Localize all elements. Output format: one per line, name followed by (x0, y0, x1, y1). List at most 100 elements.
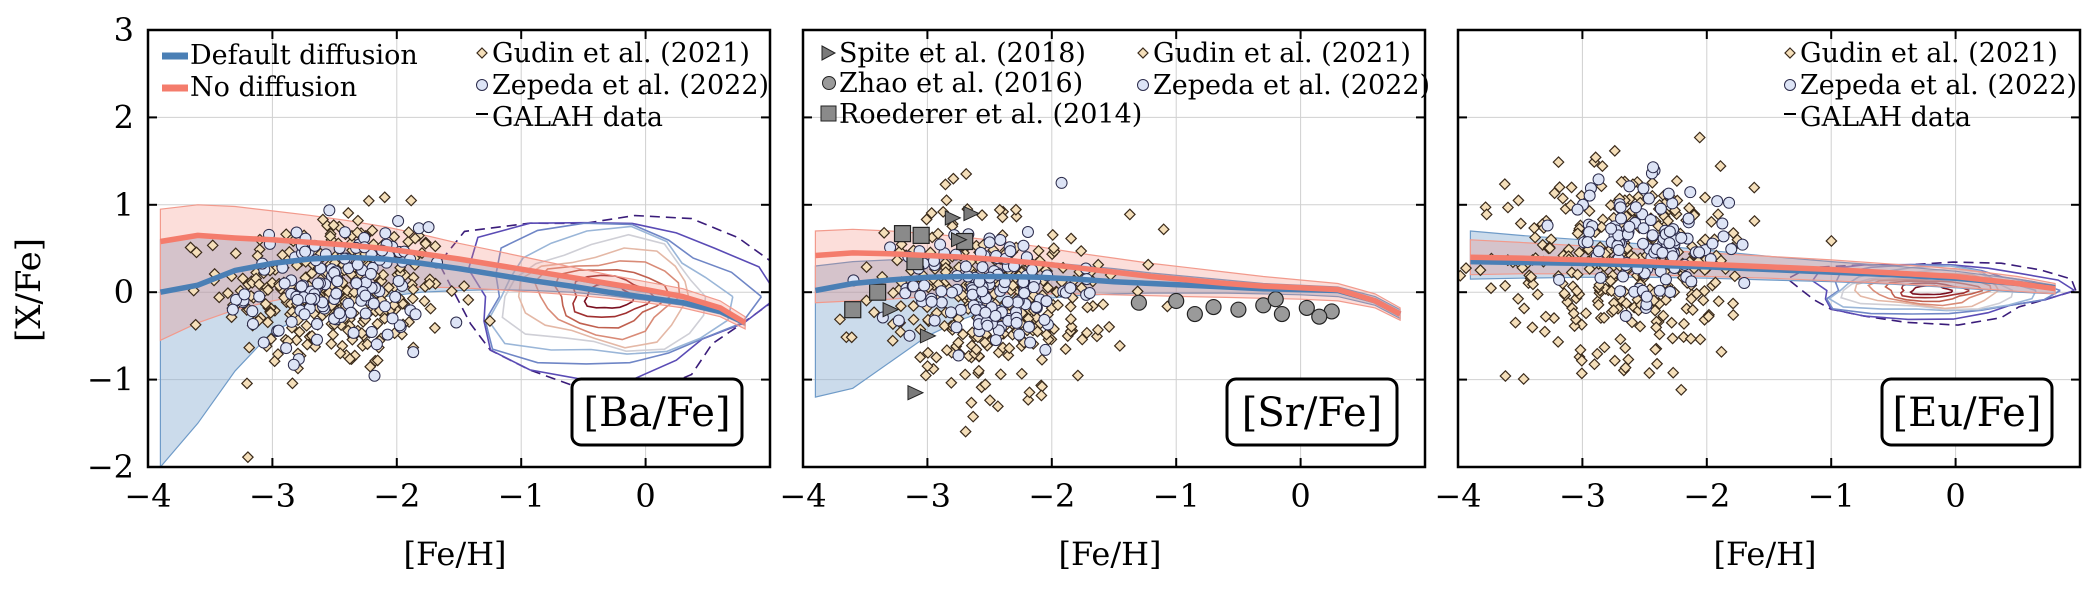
roederer-star (869, 283, 887, 301)
zepeda-star (934, 238, 947, 251)
gudin-star (1041, 281, 1054, 294)
zepeda-star (381, 328, 394, 341)
gudin-star (1596, 160, 1609, 173)
gudin-star (1514, 217, 1527, 230)
gudin-star (1065, 232, 1078, 245)
zepeda-star (1623, 220, 1636, 233)
gudin-star (1064, 300, 1077, 313)
zepeda-star (422, 221, 435, 234)
zepeda-star (246, 305, 259, 318)
gudin-star (1659, 293, 1672, 306)
gudin-star (956, 328, 969, 341)
gudin-star (428, 321, 441, 334)
gudin-star (914, 351, 927, 364)
gudin-star (206, 239, 219, 252)
legend-label: Roederer et al. (2014) (839, 99, 1142, 130)
x-tick-label: −3 (249, 477, 296, 515)
panel-label-box (570, 377, 744, 447)
zepeda-star (1647, 161, 1660, 174)
gudin-star (1065, 320, 1078, 333)
x-tick-label: −1 (498, 477, 545, 515)
gudin-star (419, 237, 432, 250)
gudin-star (1051, 299, 1064, 312)
gudin-star (1570, 284, 1583, 298)
zepeda-star (1637, 182, 1650, 195)
zhao-star (1130, 294, 1147, 311)
zepeda-star (989, 334, 1002, 347)
zepeda-star (304, 292, 317, 305)
gudin-star (103, 268, 113, 278)
zepeda-star (935, 285, 948, 298)
zepeda-star (392, 275, 405, 288)
gudin-star (1071, 369, 1084, 382)
gudin-star (1142, 258, 1155, 271)
gudin-star (860, 261, 873, 274)
gudin-star (833, 313, 846, 326)
gudin-star (1046, 228, 1059, 241)
y-tick-label: 1 (114, 186, 134, 224)
gudin-star (1698, 191, 1712, 204)
gudin-star (1598, 341, 1611, 354)
panel-label-box (1225, 377, 1399, 447)
gudin-star (1022, 393, 1035, 406)
plot-area (1458, 131, 2077, 396)
gudin-star (868, 306, 881, 319)
spite-star (919, 328, 937, 344)
zepeda-star (285, 315, 298, 328)
galah-contour (533, 260, 681, 341)
zepeda-star (1716, 217, 1729, 230)
gudin-star (959, 425, 972, 438)
zhao-star (1168, 292, 1185, 310)
zepeda-star (1040, 295, 1053, 308)
gudin-star (1080, 326, 1093, 339)
gudin-star (1714, 160, 1727, 173)
gudin-star (1484, 282, 1498, 295)
zepeda-star (1723, 196, 1736, 209)
legend-label: Gudin et al. (2021) (492, 38, 750, 69)
gudin-star (919, 369, 932, 382)
x-tick-label: 0 (635, 477, 655, 515)
gudin-star (1459, 262, 1473, 275)
gudin-star (409, 232, 422, 245)
panel-label-box (1880, 377, 2054, 447)
gudin-star (1512, 292, 1525, 305)
no-diffusion-line (159, 232, 747, 326)
gudin-star (1575, 367, 1588, 380)
gudin-star (1553, 181, 1566, 194)
x-tick-label: −1 (1808, 477, 1855, 515)
galah-contour (1825, 263, 2061, 315)
gudin-star (1591, 347, 1604, 360)
zepeda-star (1725, 243, 1738, 256)
zepeda-star (1662, 187, 1675, 200)
zepeda-star (1619, 309, 1632, 322)
gudin-star (1035, 389, 1048, 402)
zepeda-star (959, 260, 972, 273)
gudin-star (253, 278, 266, 291)
gudin-star (424, 302, 437, 315)
zepeda-star (1653, 284, 1666, 297)
zepeda-star (409, 308, 422, 321)
gudin-star (1035, 353, 1049, 366)
gudin-star (1499, 279, 1512, 292)
zepeda-star (1623, 180, 1636, 193)
zepeda-star (338, 226, 351, 239)
zepeda-star (450, 316, 463, 329)
gudin-star (229, 247, 242, 260)
zepeda-star (368, 369, 381, 382)
default-diffusion-line (159, 254, 747, 326)
gudin-star (939, 178, 952, 191)
galah-contour (487, 225, 734, 355)
zepeda-star (238, 288, 251, 301)
gudin-star (1081, 301, 1094, 314)
panel-label: [Eu/Fe] (1893, 390, 2042, 436)
zepeda-star (954, 303, 967, 316)
gudin-star (190, 246, 203, 259)
legend-label: Spite et al. (2018) (839, 38, 1086, 69)
zhao-star (1298, 299, 1315, 317)
zepeda-star (287, 358, 300, 371)
gudin-star (261, 283, 275, 297)
legend-triangle-swatch (821, 45, 837, 61)
gudin-star (1501, 201, 1514, 214)
gudin-star (371, 354, 384, 367)
zepeda-star (1541, 219, 1554, 232)
